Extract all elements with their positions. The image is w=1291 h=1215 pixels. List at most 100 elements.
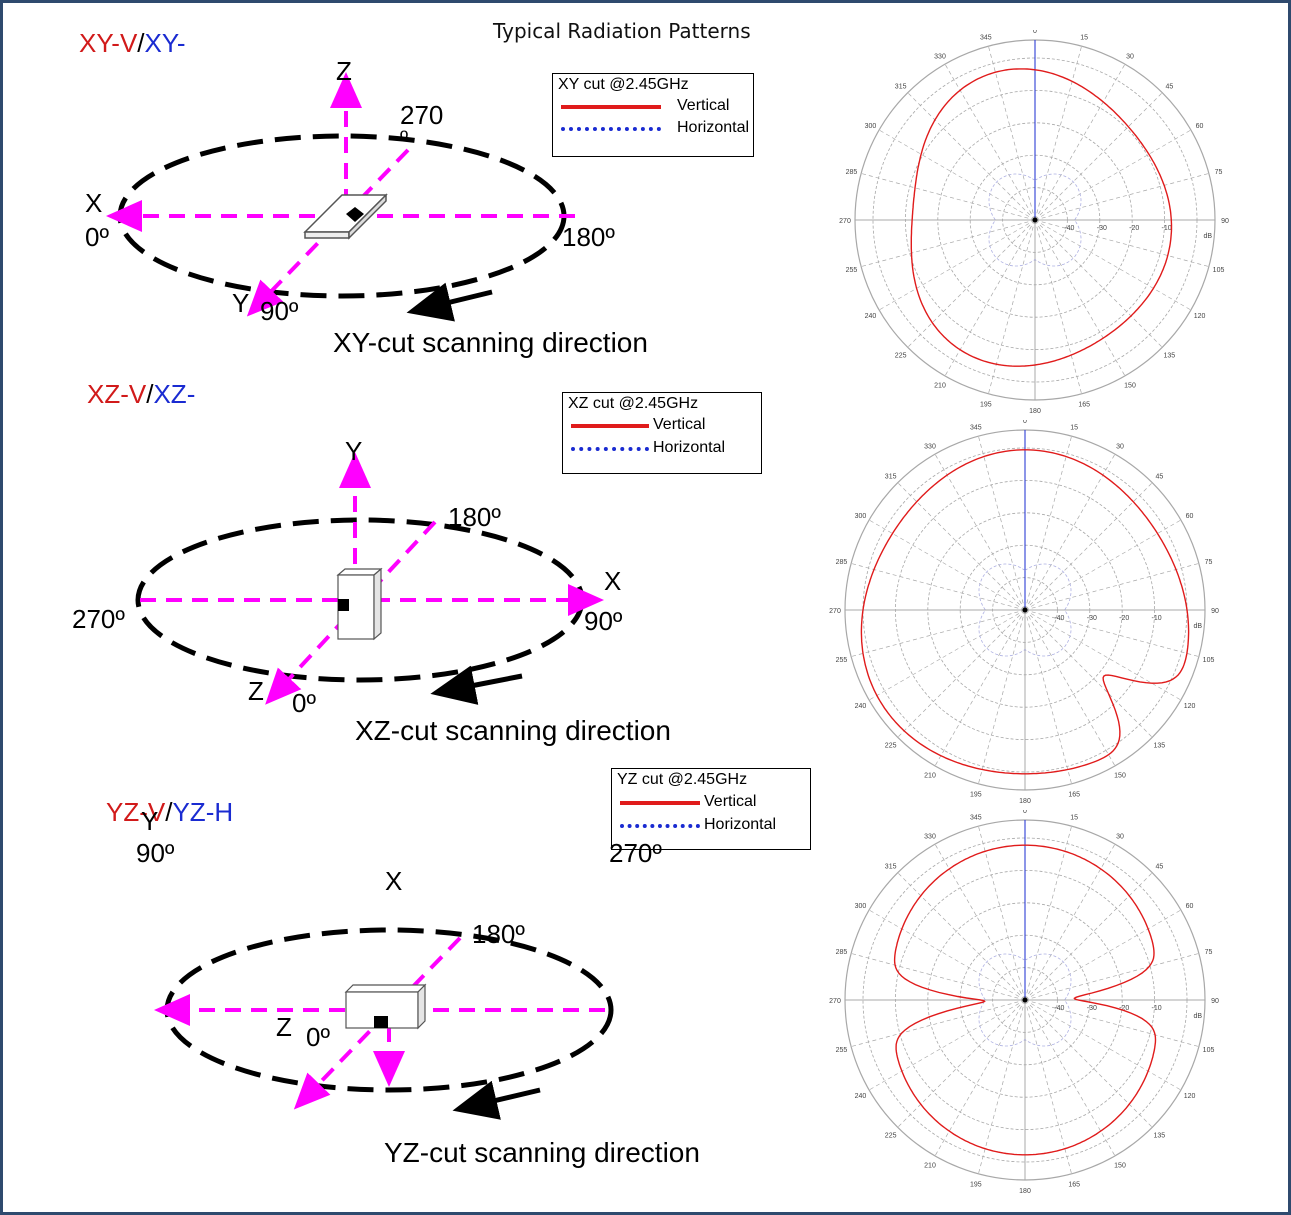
device-box bbox=[336, 567, 383, 641]
polar-angle-label: 210 bbox=[924, 1163, 936, 1170]
axis-label-z: Z bbox=[248, 676, 264, 706]
polar-spoke bbox=[851, 609, 1026, 657]
axis-label-y: Y bbox=[345, 436, 362, 466]
vertical-pattern-trace bbox=[893, 844, 1157, 1156]
polar-angle-label: 195 bbox=[970, 1182, 982, 1189]
cut-title-vertical: XY-V bbox=[79, 28, 138, 58]
polar-spoke bbox=[934, 453, 1026, 611]
polar-spoke bbox=[1034, 92, 1163, 221]
polar-spoke bbox=[1034, 219, 1126, 377]
polar-unit-label: dB bbox=[1194, 623, 1203, 630]
polar-spoke bbox=[1024, 843, 1116, 1001]
polar-spoke bbox=[1034, 219, 1192, 311]
polar-ring-label: -40 bbox=[1054, 615, 1064, 622]
polar-angle-label: 15 bbox=[1080, 34, 1088, 41]
legend-vertical-label: Vertical bbox=[677, 97, 730, 114]
polar-spoke bbox=[978, 999, 1026, 1174]
polar-angle-label: 60 bbox=[1186, 903, 1194, 910]
polar-spoke bbox=[878, 129, 1036, 221]
polar-angle-label: 150 bbox=[1124, 383, 1136, 390]
polar-angle-label: 285 bbox=[836, 949, 848, 956]
polar-angle-label: 90 bbox=[1211, 608, 1219, 615]
polar-angle-label: 75 bbox=[1205, 949, 1213, 956]
polar-spoke bbox=[978, 436, 1026, 611]
polar-angle-label: 120 bbox=[1194, 313, 1206, 320]
deg-label-270: 270 bbox=[400, 100, 443, 130]
polar-spoke bbox=[1024, 482, 1153, 611]
polar-spoke bbox=[978, 826, 1026, 1001]
polar-angle-label: 75 bbox=[1215, 169, 1223, 176]
legend-vertical-swatch bbox=[620, 801, 700, 805]
scan-caption: YZ-cut scanning direction bbox=[384, 1137, 700, 1168]
xy-cut-diagram: Z X Y 0º 180º 270 º 90º XY-cut scanning … bbox=[85, 56, 648, 358]
legend-xy: XY cut @2.45GHz Vertical Horizontal bbox=[552, 73, 754, 157]
polar-angle-label: 165 bbox=[1078, 402, 1090, 409]
polar-spoke bbox=[1024, 909, 1182, 1001]
legend-vertical-label: Vertical bbox=[704, 793, 757, 810]
cut-title-horizontal: YZ-H bbox=[172, 797, 234, 827]
legend-vertical-label: Vertical bbox=[653, 416, 706, 433]
polar-spoke bbox=[1024, 453, 1116, 611]
polar-spoke bbox=[1034, 63, 1126, 221]
polar-spoke bbox=[897, 999, 1026, 1128]
deg-label-180: 180º bbox=[448, 502, 501, 532]
polar-spoke bbox=[1024, 953, 1199, 1001]
scan-direction-arrow bbox=[406, 282, 493, 322]
polar-angle-label: 225 bbox=[895, 352, 907, 359]
polar-spoke bbox=[1034, 173, 1209, 221]
polar-angle-label: 240 bbox=[865, 313, 877, 320]
polar-spoke bbox=[868, 909, 1026, 1001]
scan-direction-arrow bbox=[452, 1080, 541, 1120]
polar-angle-label: 225 bbox=[885, 1132, 897, 1139]
polar-spoke bbox=[1024, 999, 1116, 1157]
polar-angle-label: 0 bbox=[1023, 420, 1027, 425]
polar-angle-label: 345 bbox=[970, 814, 982, 821]
polar-angle-label: 330 bbox=[934, 53, 946, 60]
polar-spoke bbox=[878, 219, 1036, 311]
deg-label-270: 270º bbox=[609, 838, 662, 868]
polar-angle-label: 300 bbox=[865, 123, 877, 130]
deg-label-270-symbol: º bbox=[400, 126, 408, 151]
polar-spoke bbox=[861, 173, 1036, 221]
polar-angle-label: 135 bbox=[1154, 1132, 1166, 1139]
polar-spoke bbox=[944, 219, 1036, 377]
polar-angle-label: 255 bbox=[836, 1047, 848, 1054]
legend-vertical-swatch bbox=[571, 424, 649, 428]
polar-angle-label: 165 bbox=[1068, 792, 1080, 799]
legend-horizontal-swatch bbox=[620, 824, 700, 828]
polar-spoke bbox=[1024, 826, 1072, 1001]
legend-title: XY cut @2.45GHz bbox=[558, 76, 689, 93]
deg-label-270: 270º bbox=[72, 604, 125, 634]
cut-title-xz: XZ-V/XZ- bbox=[87, 379, 196, 409]
polar-plot-yz: 0 15 30 45 60 75 90 105 120 135 150 165 180 195 210 225… bbox=[829, 810, 1219, 1193]
polar-spoke bbox=[1024, 999, 1153, 1128]
polar-spoke bbox=[934, 843, 1026, 1001]
polar-spoke bbox=[1034, 219, 1209, 267]
polar-angle-label: 0 bbox=[1033, 30, 1037, 35]
legend-horizontal-label: Horizontal bbox=[653, 439, 726, 456]
polar-spoke bbox=[1034, 219, 1163, 348]
horizontal-pattern-trace bbox=[988, 173, 1082, 267]
deg-label-0: 0º bbox=[85, 222, 109, 252]
polar-angle-label: 270 bbox=[839, 218, 851, 225]
polar-angle-label: 135 bbox=[1154, 742, 1166, 749]
legend-vertical-swatch bbox=[561, 105, 661, 109]
polar-spoke bbox=[1024, 999, 1072, 1174]
polar-angle-label: 15 bbox=[1070, 814, 1078, 821]
polar-angle-label: 150 bbox=[1114, 773, 1126, 780]
polar-angle-label: 105 bbox=[1213, 267, 1225, 274]
deg-label-90: 90º bbox=[136, 838, 175, 868]
polar-angle-label: 75 bbox=[1205, 559, 1213, 566]
cut-title-yz: YZ-V/YZ-H bbox=[106, 797, 234, 827]
polar-spoke bbox=[1024, 999, 1199, 1047]
polar-spoke bbox=[1034, 129, 1192, 221]
polar-angle-label: 45 bbox=[1165, 84, 1173, 91]
cut-title-xy: XY-V/XY- bbox=[79, 28, 186, 58]
axis-label-x: X bbox=[604, 566, 621, 596]
polar-angle-label: 30 bbox=[1116, 443, 1124, 450]
polar-angle-label: 315 bbox=[885, 864, 897, 871]
device-box bbox=[303, 193, 388, 240]
polar-spoke bbox=[851, 999, 1026, 1047]
polar-angle-label: 345 bbox=[970, 424, 982, 431]
